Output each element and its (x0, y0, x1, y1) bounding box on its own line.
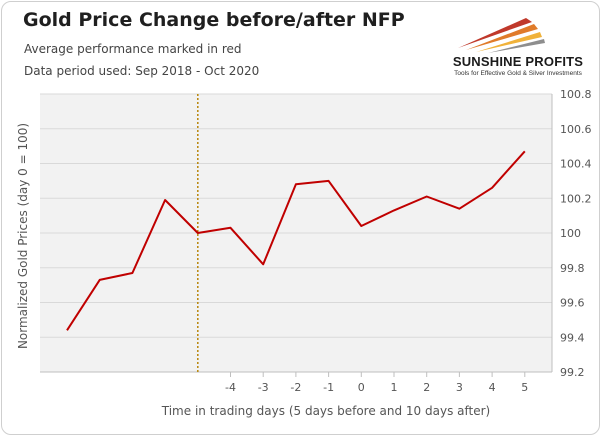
y-axis-label: Normalized Gold Prices (day 0 = 100) (16, 123, 30, 349)
series-line (66, 150, 526, 331)
y-axis-ticks: 99.2 99.4 99.6 99.8 100 100.2 100.4 100.6 100.8 (560, 88, 592, 379)
y-tick-label: 99.8 (560, 262, 585, 275)
x-tick-label: 2 (423, 381, 430, 394)
chart-subtitle-period: Data period used: Sep 2018 - Oct 2020 (24, 64, 260, 78)
chart-title: Gold Price Change before/after NFP (23, 9, 405, 31)
y-tick-label: 99.6 (560, 297, 585, 310)
sunshine-profits-logo: SUNSHINE PROFITS Tools for Effective Gol… (448, 8, 588, 82)
logo-rays-icon (458, 18, 545, 53)
x-tick-label: -1 (323, 381, 334, 394)
y-tick-label: 99.2 (560, 366, 585, 379)
x-axis-ticks: -4 -3 -2 -1 0 1 2 3 4 5 (225, 372, 528, 394)
logo-name: SUNSHINE PROFITS (452, 54, 584, 69)
x-tick-label: 5 (521, 381, 528, 394)
logo-tagline: Tools for Effective Gold & Silver Invest… (454, 70, 582, 77)
y-tick-label: 99.4 (560, 331, 585, 344)
x-axis-label: Time in trading days (5 days before and … (161, 404, 490, 418)
x-tick-label: -3 (258, 381, 269, 394)
y-tick-label: 100.4 (560, 158, 592, 171)
x-tick-label: 3 (456, 381, 463, 394)
x-tick-label: 1 (391, 381, 398, 394)
x-tick-label: -4 (225, 381, 236, 394)
chart-subtitle-average: Average performance marked in red (24, 42, 242, 56)
y-tick-label: 100.6 (560, 123, 592, 136)
x-tick-label: -2 (290, 381, 301, 394)
y-tick-label: 100 (560, 227, 581, 240)
grid-lines (40, 93, 553, 373)
x-tick-label: 0 (358, 381, 365, 394)
x-tick-label: 4 (489, 381, 496, 394)
y-tick-label: 100.8 (560, 88, 592, 101)
y-tick-label: 100.2 (560, 192, 592, 205)
